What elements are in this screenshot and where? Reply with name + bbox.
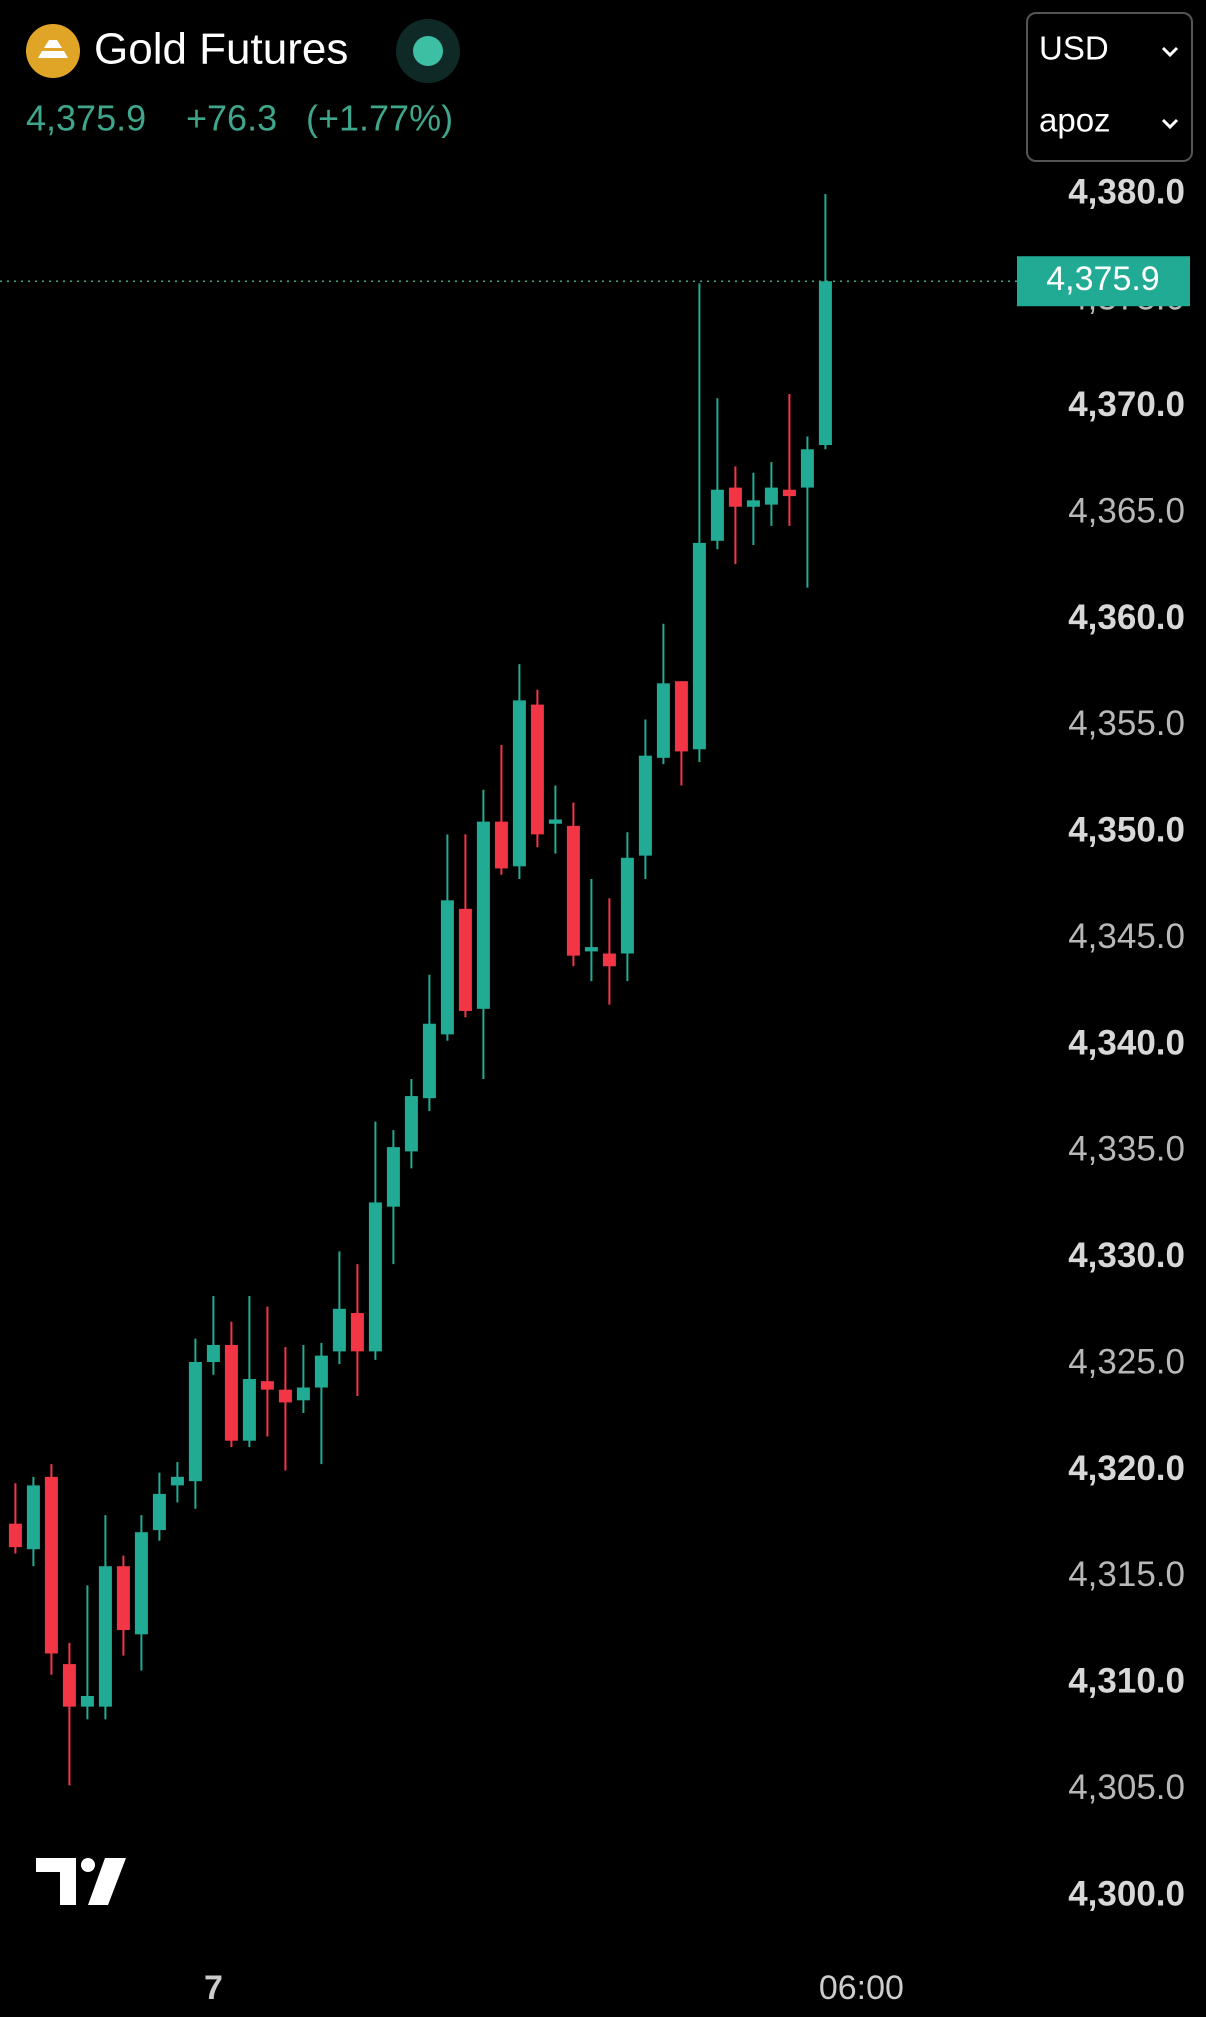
status-dot (413, 36, 443, 66)
candle-body (368, 1202, 382, 1352)
candle-body (530, 704, 544, 835)
candle-body (476, 821, 490, 1009)
y-tick-label: 4,305.0 (1068, 1768, 1185, 1807)
candle-body (602, 953, 616, 967)
y-tick-label: 4,310.0 (1068, 1662, 1185, 1701)
y-tick-label: 4,340.0 (1068, 1023, 1185, 1062)
candle-body (818, 281, 832, 446)
candle-body (62, 1664, 76, 1707)
candle-body (746, 500, 760, 507)
candle-body (98, 1566, 112, 1707)
candle-body (458, 908, 472, 1011)
candle-body (782, 489, 796, 497)
dropdown-currency[interactable]: USD (1039, 30, 1109, 67)
y-tick-label: 4,370.0 (1068, 385, 1185, 424)
x-tick-label: 7 (204, 1969, 223, 2007)
candle-body (440, 900, 454, 1035)
last-price-tag (1017, 256, 1190, 307)
currency-dropdown[interactable] (1026, 12, 1193, 162)
candle-body (620, 857, 634, 954)
candle-body (566, 825, 580, 956)
y-tick-label: 4,345.0 (1068, 917, 1185, 956)
candle-body (548, 819, 562, 824)
candle-body (638, 755, 652, 856)
header-change-percent: (+1.77%) (306, 98, 453, 139)
candle-body (242, 1379, 256, 1441)
last-price-tag-label: 4,375.9 (1046, 260, 1159, 298)
candle-body (800, 449, 814, 488)
chart-title: Gold Futures (94, 25, 348, 74)
y-tick-label: 4,330.0 (1068, 1236, 1185, 1275)
y-tick-label: 4,365.0 (1068, 491, 1185, 530)
logo-dot (81, 1858, 95, 1872)
tradingview-logo (36, 1858, 126, 1905)
y-tick-label: 4,315.0 (1068, 1555, 1185, 1594)
symbol-icon-bars (38, 40, 68, 58)
candle-body (314, 1355, 328, 1388)
y-tick-label: 4,300.0 (1068, 1874, 1185, 1913)
candle-body (188, 1361, 202, 1482)
y-tick-label: 4,335.0 (1068, 1130, 1185, 1169)
candle-body (710, 489, 724, 541)
candle-body (206, 1344, 220, 1362)
candle-body (332, 1308, 346, 1352)
candle-body (404, 1096, 418, 1152)
candle-body (296, 1387, 310, 1401)
candle-body (152, 1493, 166, 1531)
y-tick-label: 4,325.0 (1068, 1342, 1185, 1381)
candle-body (764, 487, 778, 505)
dropdown-chevrons (1161, 46, 1179, 130)
candle-body (260, 1381, 274, 1390)
dropdown-unit[interactable]: apoz (1039, 102, 1111, 139)
y-tick-label: 4,380.0 (1068, 172, 1185, 211)
candle-body (8, 1523, 22, 1548)
header-change: +76.3 (186, 98, 277, 139)
candle-body (494, 821, 508, 869)
candle-body (728, 487, 742, 507)
candle-body (116, 1566, 130, 1631)
candle-body (134, 1532, 148, 1635)
y-tick-label: 4,360.0 (1068, 598, 1185, 637)
logo-slash (88, 1858, 126, 1905)
candle-body (278, 1389, 292, 1403)
y-tick-label: 4,355.0 (1068, 704, 1185, 743)
candle-body (80, 1696, 94, 1707)
candle-body (224, 1344, 238, 1441)
y-tick-label: 4,350.0 (1068, 811, 1185, 850)
candle-body (692, 542, 706, 750)
candle-body (386, 1147, 400, 1207)
header-price: 4,375.9 (26, 98, 146, 139)
candle-body (170, 1476, 184, 1486)
logo-t (36, 1858, 76, 1905)
candle-body (656, 683, 670, 758)
x-tick-label: 06:00 (819, 1969, 904, 2007)
candle-body (422, 1023, 436, 1099)
candle-body (512, 700, 526, 867)
candle-body (350, 1313, 364, 1352)
candle-body (44, 1476, 58, 1654)
candle-body (674, 681, 688, 752)
y-tick-label: 4,320.0 (1068, 1449, 1185, 1488)
candle-body (584, 947, 598, 952)
candle-body (26, 1485, 40, 1550)
